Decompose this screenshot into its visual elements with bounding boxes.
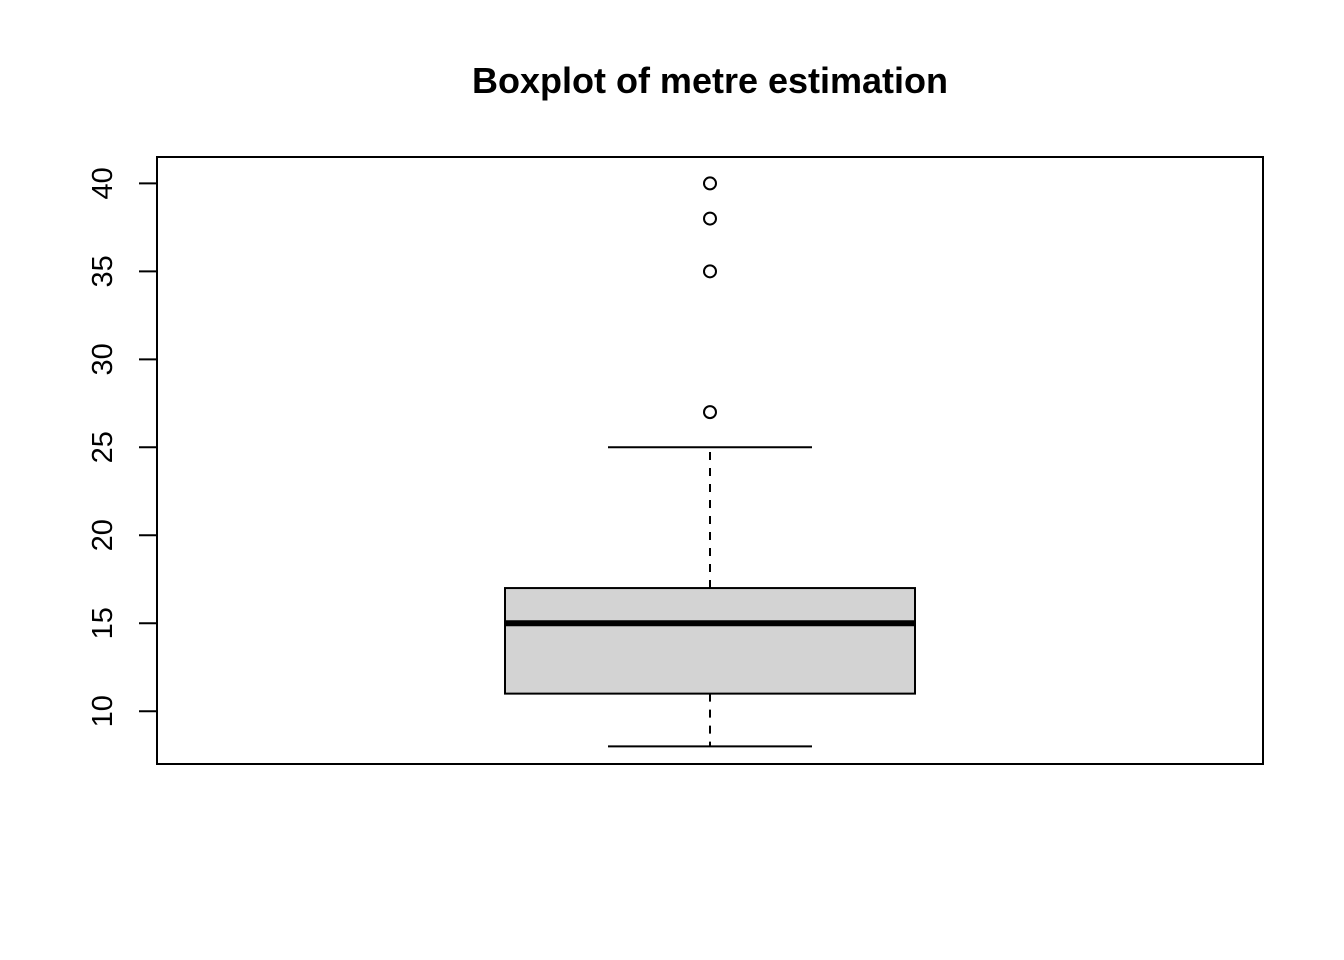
outlier-point [703,211,717,226]
y-tick-label: 30 [87,343,119,375]
y-tick-label: 25 [87,431,119,463]
outlier-point [703,405,717,420]
outlier-point [703,264,717,279]
y-tick-label: 20 [87,519,119,551]
outlier-point [703,176,717,191]
box-group [504,446,916,748]
y-tick-label: 15 [87,607,119,639]
y-tick-label: 40 [87,167,119,199]
chart-title: Boxplot of metre estimation [472,60,948,101]
y-axis: 10 15 20 25 30 35 40 [87,167,158,727]
outlier-group [703,176,717,420]
y-tick-label: 35 [87,255,119,287]
interquartile-box [504,587,916,695]
y-tick-label: 10 [87,695,119,727]
